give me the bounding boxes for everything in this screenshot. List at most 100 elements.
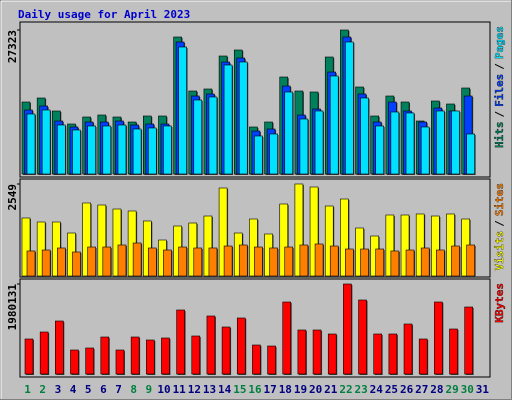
bar xyxy=(464,306,473,375)
bar xyxy=(132,242,142,277)
bar xyxy=(57,247,66,277)
x-tick-label: 8 xyxy=(130,383,137,396)
x-tick-label: 28 xyxy=(430,383,443,396)
bar xyxy=(161,337,170,375)
y-tick-label: 2549 xyxy=(6,184,19,211)
bar xyxy=(405,112,415,175)
bar xyxy=(206,315,216,375)
bar xyxy=(466,244,475,277)
bar xyxy=(345,248,354,277)
x-tick-label: 10 xyxy=(157,383,170,396)
x-tick-label: 23 xyxy=(355,383,368,396)
bar xyxy=(82,202,91,277)
bar xyxy=(420,247,430,277)
bar xyxy=(236,317,246,375)
bar xyxy=(294,183,304,277)
bar xyxy=(102,125,112,175)
x-tick-label: 18 xyxy=(279,383,292,396)
bar xyxy=(449,328,458,375)
bar xyxy=(309,186,319,277)
bar xyxy=(191,335,201,375)
bar xyxy=(358,299,367,375)
bar xyxy=(24,338,34,375)
bar xyxy=(193,247,203,277)
bar xyxy=(400,214,410,277)
x-tick-label: 21 xyxy=(324,383,338,396)
bar xyxy=(360,248,369,277)
x-tick-label: 30 xyxy=(461,383,474,396)
bar xyxy=(375,248,385,277)
x-tick-label: 27 xyxy=(415,383,428,396)
x-tick-label: 1 xyxy=(24,383,31,396)
bar xyxy=(203,215,213,277)
bar xyxy=(102,246,112,277)
legend-separator: / xyxy=(493,220,506,227)
bar xyxy=(446,213,455,277)
x-tick-label: 5 xyxy=(85,383,92,396)
bar xyxy=(340,198,349,277)
x-tick-label: 13 xyxy=(203,383,216,396)
x-tick-label: 7 xyxy=(115,383,122,396)
bar xyxy=(100,336,110,375)
bar xyxy=(85,347,94,375)
x-tick-label: 25 xyxy=(385,383,398,396)
bar xyxy=(72,129,81,175)
bar xyxy=(178,46,187,175)
x-tick-label: 24 xyxy=(370,383,384,396)
bar xyxy=(373,333,383,375)
bar xyxy=(163,125,172,175)
bar xyxy=(218,187,228,277)
legend-separator: / xyxy=(493,111,506,118)
bar xyxy=(223,64,233,175)
bar xyxy=(436,249,445,277)
bar xyxy=(299,244,309,277)
bar xyxy=(130,336,140,375)
x-tick-label: 20 xyxy=(309,383,322,396)
x-tick-label: 12 xyxy=(188,383,201,396)
bar xyxy=(132,128,142,175)
bar xyxy=(87,125,96,175)
bar xyxy=(221,326,231,375)
bar xyxy=(299,118,309,175)
x-tick-label: 31 xyxy=(476,383,490,396)
bar xyxy=(193,99,203,175)
bar xyxy=(252,344,261,375)
legend-separator: / xyxy=(493,63,506,70)
x-tick-label: 16 xyxy=(248,383,262,396)
x-tick-label: 22 xyxy=(339,383,352,396)
bar xyxy=(178,246,187,277)
bar xyxy=(466,133,475,175)
bar xyxy=(117,244,127,277)
legend-label: KBytes xyxy=(493,283,506,323)
bar xyxy=(208,247,218,277)
bar xyxy=(87,246,96,277)
x-tick-label: 6 xyxy=(100,383,107,396)
bar xyxy=(36,221,46,277)
bar xyxy=(72,251,81,277)
bar xyxy=(451,245,460,277)
bar xyxy=(284,91,294,175)
legend-label: Files xyxy=(493,74,506,107)
x-tick-label: 17 xyxy=(264,383,277,396)
bar xyxy=(403,323,413,375)
bar xyxy=(436,110,445,175)
bar xyxy=(208,96,218,175)
bar xyxy=(97,204,107,277)
x-tick-label: 2 xyxy=(39,383,46,396)
bar xyxy=(41,109,51,175)
bar xyxy=(314,243,324,277)
x-tick-label: 11 xyxy=(173,383,187,396)
x-tick-label: 14 xyxy=(218,383,232,396)
x-tick-label: 4 xyxy=(70,383,77,396)
legend-label: Hits xyxy=(493,122,506,149)
bar xyxy=(312,329,322,375)
bar xyxy=(451,110,460,175)
bar xyxy=(405,249,415,277)
y-tick-label: 27323 xyxy=(6,30,19,63)
bar xyxy=(57,124,66,175)
legend-label: Pages xyxy=(493,26,506,59)
bar xyxy=(343,283,352,375)
bar xyxy=(390,250,400,277)
bar xyxy=(390,111,400,175)
bar xyxy=(223,245,233,277)
